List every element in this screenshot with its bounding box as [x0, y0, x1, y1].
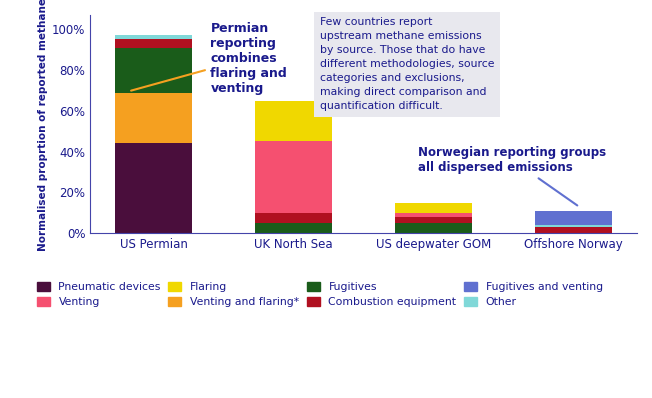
- Bar: [115, 48, 192, 92]
- Bar: [115, 39, 192, 48]
- Bar: [395, 217, 472, 223]
- Bar: [115, 92, 192, 144]
- Bar: [115, 144, 192, 233]
- Bar: [115, 35, 192, 39]
- Bar: [395, 223, 472, 233]
- Y-axis label: Normalised proprtion of reported methane: Normalised proprtion of reported methane: [38, 0, 48, 251]
- Bar: [395, 203, 472, 213]
- Bar: [255, 141, 332, 213]
- Text: Permian
reporting
combines
flaring and
venting: Permian reporting combines flaring and v…: [131, 21, 287, 95]
- Bar: [535, 227, 612, 233]
- Bar: [255, 101, 332, 141]
- Bar: [255, 213, 332, 223]
- Bar: [395, 213, 472, 217]
- Text: Few countries report
upstream methane emissions
by source. Those that do have
di: Few countries report upstream methane em…: [320, 17, 494, 111]
- Legend: Pneumatic devices, Venting, Flaring, Venting and flaring*, Fugitives, Combustion: Pneumatic devices, Venting, Flaring, Ven…: [33, 278, 607, 311]
- Text: Norwegian reporting groups
all dispersed emissions: Norwegian reporting groups all dispersed…: [418, 146, 606, 205]
- Bar: [535, 225, 612, 227]
- Bar: [535, 211, 612, 225]
- Bar: [255, 223, 332, 233]
